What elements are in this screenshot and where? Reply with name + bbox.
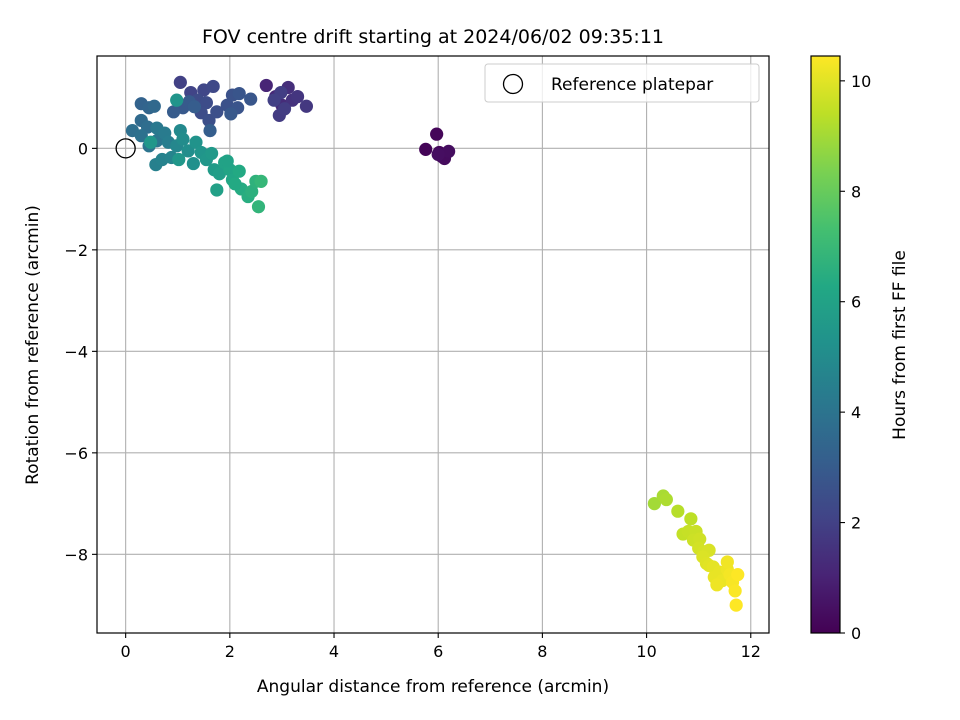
legend-marker-reference [502, 73, 524, 95]
data-point [210, 105, 224, 119]
colorbar-tick-label: 8 [851, 182, 861, 201]
data-point [224, 107, 238, 121]
x-axis-label: Angular distance from reference (arcmin) [257, 677, 609, 697]
y-tick-label: 0 [78, 139, 88, 158]
chart-title: FOV centre drift starting at 2024/06/02 … [202, 26, 664, 48]
data-point [181, 144, 195, 158]
y-tick-label: −4 [64, 342, 88, 361]
data-point [220, 154, 234, 168]
x-tick-label: 4 [329, 642, 339, 661]
data-point [290, 89, 305, 104]
data-point [147, 99, 161, 113]
colorbar-gradient [810, 55, 841, 634]
legend: Reference platepar [484, 63, 760, 103]
legend-entry-reference: Reference platepar [551, 75, 713, 95]
y-axis: 0 −2 −4 −6 −8 [64, 139, 97, 564]
data-point [431, 147, 445, 162]
y-axis-label: Rotation from reference (arcmin) [23, 205, 43, 485]
data-point [671, 504, 685, 518]
data-point [202, 113, 216, 128]
y-tick-label: −6 [64, 444, 88, 463]
x-tick-label: 0 [121, 642, 131, 661]
data-point [244, 92, 258, 106]
data-point [720, 555, 734, 569]
data-point [203, 123, 217, 138]
colorbar: 0 2 4 6 8 10 Hours from first FF file [810, 55, 910, 643]
data-point [267, 93, 281, 107]
y-tick-label: −8 [64, 545, 88, 564]
data-point [254, 174, 268, 188]
data-point [442, 144, 456, 159]
data-point [199, 96, 213, 110]
data-point [729, 598, 743, 612]
plot-frame [96, 55, 770, 634]
scatter-points [115, 75, 745, 612]
x-tick-label: 12 [741, 642, 761, 661]
x-tick-label: 10 [636, 642, 656, 661]
y-tick-label: −2 [64, 241, 88, 260]
colorbar-tick-label: 0 [851, 624, 861, 643]
data-point [232, 86, 246, 101]
data-point [728, 584, 742, 598]
legend-box [484, 63, 760, 103]
data-point [187, 100, 202, 114]
data-point [166, 105, 181, 119]
data-point [212, 167, 227, 181]
colorbar-tick-label: 6 [851, 293, 861, 312]
data-point [210, 183, 224, 197]
data-point [176, 132, 190, 146]
data-point [245, 184, 259, 199]
x-tick-label: 8 [537, 642, 547, 661]
data-point [172, 152, 186, 167]
data-point [232, 164, 246, 178]
data-point [186, 156, 200, 171]
data-point [228, 177, 242, 191]
data-point [205, 146, 219, 161]
data-point [189, 135, 203, 149]
colorbar-tick-label: 2 [851, 514, 861, 533]
data-point [299, 99, 314, 113]
data-point [144, 135, 158, 149]
data-point [684, 512, 698, 526]
data-point [419, 142, 433, 156]
data-point [277, 102, 292, 116]
data-point [647, 496, 661, 511]
data-point [206, 79, 220, 94]
x-tick-label: 6 [433, 642, 443, 661]
colorbar-tick-label: 10 [851, 72, 871, 91]
data-point [659, 492, 673, 507]
data-point [731, 568, 745, 582]
x-axis: 0 2 4 6 8 10 12 [121, 633, 761, 661]
data-point [170, 93, 184, 107]
reference-platepar-marker [115, 138, 136, 159]
colorbar-label: Hours from first FF file [890, 250, 910, 440]
data-point [259, 78, 273, 93]
grid-lines [97, 56, 769, 633]
data-point [710, 578, 724, 592]
data-point [251, 200, 266, 214]
colorbar-tick-label: 4 [851, 403, 861, 422]
x-tick-label: 2 [225, 642, 235, 661]
data-point [430, 127, 444, 141]
colorbar-ticks: 0 2 4 6 8 10 [840, 72, 871, 643]
data-point [173, 75, 187, 89]
data-point [134, 129, 148, 143]
